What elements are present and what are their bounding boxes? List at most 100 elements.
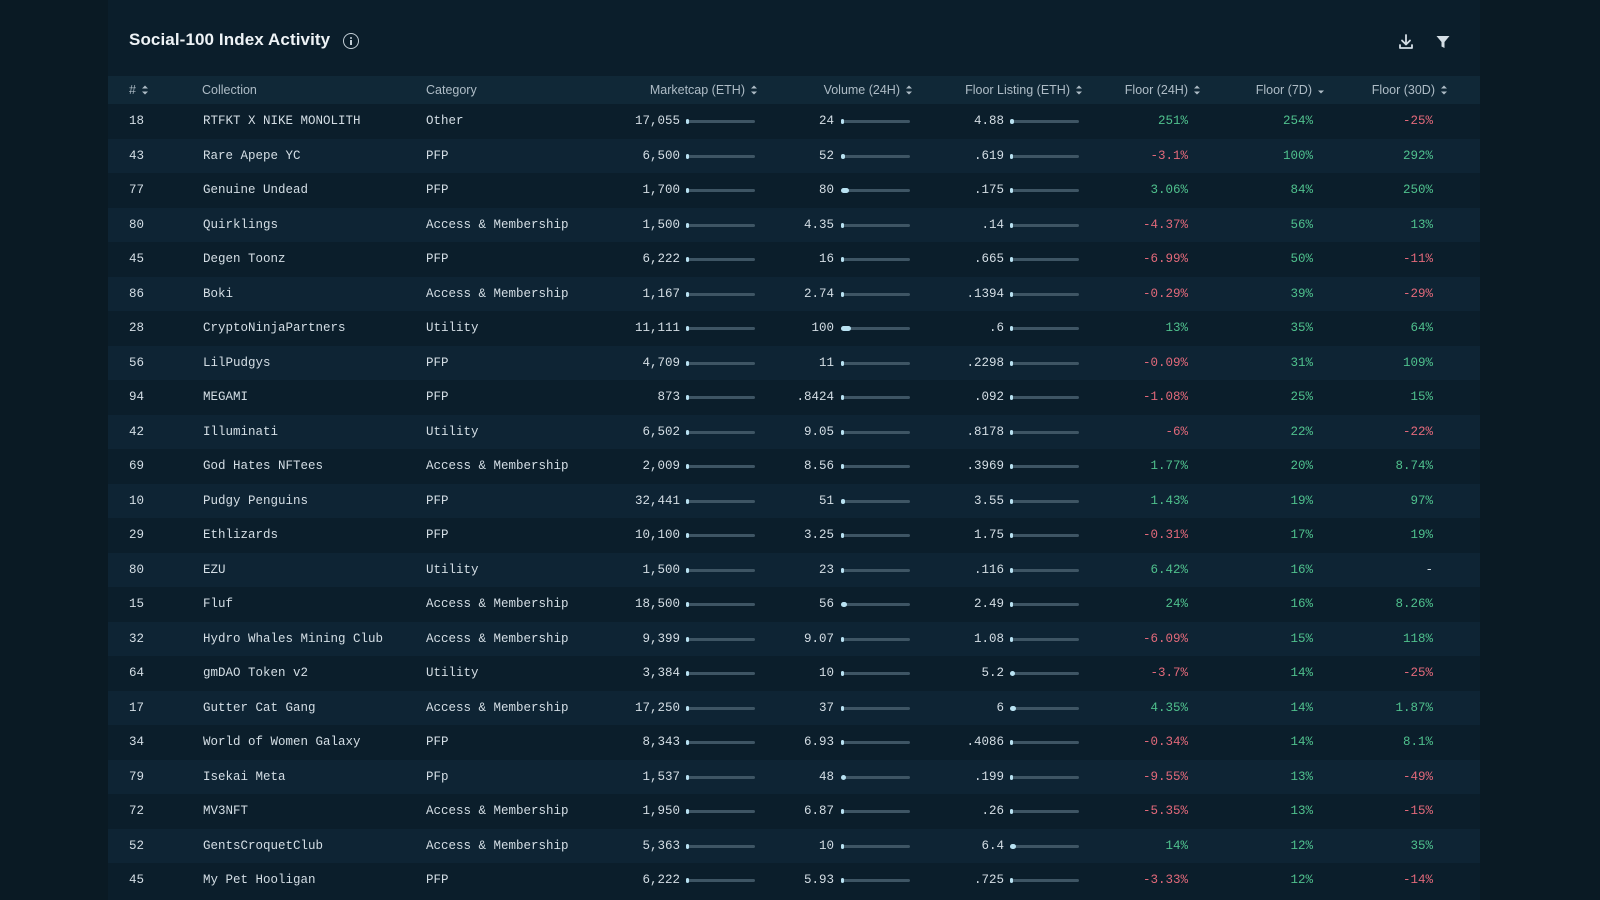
floor-listing-cell: .665 (973, 252, 1004, 266)
table-row[interactable]: 10 Pudgy Penguins PFP 32,441 51 3.55 1.43% 19% 9… (108, 483, 1480, 518)
collection-cell[interactable]: Degen Toonz (203, 252, 286, 266)
floor-7d-cell: 16% (1290, 562, 1313, 577)
floor-listing-bar (1010, 119, 1079, 124)
floor-30d-cell: 8.74% (1395, 459, 1433, 473)
collection-cell[interactable]: Boki (203, 286, 234, 301)
volume-bar-fill (841, 533, 844, 538)
table-row[interactable]: 80 Quirklings Access & Membership 1,500 4.35… (108, 207, 1480, 242)
table-row[interactable]: 17 Gutter Cat Gang Access & Membership 17,2… (108, 690, 1480, 725)
table-row[interactable]: 72 MV3NFT Access & Membership 1,950 6.87 .26 -… (108, 794, 1480, 829)
volume-cell: 6.93 (803, 735, 834, 749)
collection-cell[interactable]: Genuine Undead (203, 183, 309, 197)
volume-bar (841, 188, 910, 193)
collection-cell[interactable]: Quirklings (203, 217, 279, 232)
collection-cell[interactable]: GentsCroquetClub (203, 838, 324, 853)
table-row[interactable]: 69 God Hates NFTees Access & Membership 2,0… (108, 449, 1480, 484)
collection-cell[interactable]: Fluf (203, 597, 234, 611)
table-row[interactable]: 29 Ethlizards PFP 10,100 3.25 1.75 -0.31% 17% 19… (108, 518, 1480, 553)
col-rank-header[interactable]: # (129, 83, 149, 97)
volume-cell: 10 (818, 838, 834, 853)
collection-cell[interactable]: MEGAMI (203, 390, 249, 404)
marketcap-bar-fill (686, 636, 689, 642)
marketcap-cell: 9,399 (642, 631, 680, 646)
collection-cell[interactable]: Pudgy Penguins (203, 493, 309, 508)
rank-cell: 80 (129, 217, 145, 232)
floor-listing-bar (1010, 671, 1079, 676)
table-row[interactable]: 15 Fluf Access & Membership 18,500 56 2.49 24%… (108, 587, 1480, 622)
collection-cell[interactable]: LilPudgys (203, 355, 271, 370)
volume-bar-fill (841, 188, 849, 193)
col-category-header[interactable]: Category (426, 83, 477, 97)
collection-cell[interactable]: RTFKT X NIKE MONOLITH (203, 114, 361, 128)
rank-cell: 72 (129, 804, 145, 818)
table-row[interactable]: 42 Illuminati Utility 6,502 9.05 .8178 -6% 22% -… (108, 414, 1480, 449)
collection-cell[interactable]: Isekai Meta (203, 769, 286, 784)
filter-button[interactable] (1433, 32, 1453, 52)
table-row[interactable]: 64 gmDAO Token v2 Utility 3,384 10 5.2 -3.7% 14… (108, 656, 1480, 691)
download-button[interactable] (1396, 32, 1416, 52)
col-volume-header[interactable]: Volume (24H) (768, 83, 913, 97)
floor-listing-bar-fill (1010, 464, 1013, 469)
floor-listing-cell: .175 (973, 183, 1004, 197)
collection-cell[interactable]: EZU (203, 562, 226, 577)
rank-cell: 80 (129, 562, 145, 577)
floor-30d-cell: -49% (1402, 769, 1433, 784)
table-row[interactable]: 32 Hydro Whales Mining Club Access & Membe… (108, 621, 1480, 656)
floor-listing-cell: .1394 (966, 286, 1004, 301)
collection-cell[interactable]: gmDAO Token v2 (203, 666, 309, 680)
category-cell: PFP (426, 148, 449, 163)
table-row[interactable]: 52 GentsCroquetClub Access & Membership 5,3… (108, 828, 1480, 863)
marketcap-bar-fill (686, 843, 689, 849)
collection-cell[interactable]: MV3NFT (203, 804, 249, 818)
col-floor-listing-header[interactable]: Floor Listing (ETH) (908, 83, 1083, 97)
col-marketcap-header[interactable]: Marketcap (ETH) (608, 83, 758, 97)
collection-cell[interactable]: CryptoNinjaPartners (203, 321, 346, 335)
col-floor-30d-header[interactable]: Floor (30D) (1328, 83, 1448, 97)
collection-cell[interactable]: Hydro Whales Mining Club (203, 631, 384, 646)
floor-7d-cell: 39% (1290, 286, 1313, 301)
collection-cell[interactable]: Ethlizards (203, 528, 279, 542)
floor-30d-cell: -11% (1402, 252, 1433, 266)
floor-listing-cell: 6.4 (981, 838, 1004, 853)
marketcap-cell: 4,709 (642, 355, 680, 370)
rank-cell: 94 (129, 390, 145, 404)
collection-cell[interactable]: Gutter Cat Gang (203, 700, 316, 715)
marketcap-bar (686, 809, 755, 814)
marketcap-bar-fill (686, 429, 689, 435)
floor-30d-cell: -14% (1402, 873, 1433, 887)
marketcap-cell: 1,500 (642, 562, 680, 577)
table-row[interactable]: 77 Genuine Undead PFP 1,700 80 .175 3.06% 84% 25… (108, 173, 1480, 208)
table-row[interactable]: 86 Boki Access & Membership 1,167 2.74 .1394 -… (108, 276, 1480, 311)
marketcap-cell: 3,384 (642, 666, 680, 680)
collection-cell[interactable]: Illuminati (203, 424, 279, 439)
table-row[interactable]: 45 My Pet Hooligan PFP 6,222 5.93 .725 -3.33% 1… (108, 863, 1480, 898)
table-row[interactable]: 56 LilPudgys PFP 4,709 11 .2298 -0.09% 31% 109% (108, 345, 1480, 380)
table-row[interactable]: 80 EZU Utility 1,500 23 .116 6.42% 16% - (108, 552, 1480, 587)
marketcap-bar (686, 429, 755, 435)
collection-cell[interactable]: God Hates NFTees (203, 459, 324, 473)
table-row[interactable]: 79 Isekai Meta PFp 1,537 48 .199 -9.55% 13% -49% (108, 759, 1480, 794)
marketcap-cell: 17,055 (634, 114, 680, 128)
floor-7d-cell: 25% (1290, 390, 1313, 404)
collection-cell[interactable]: My Pet Hooligan (203, 873, 316, 887)
col-floor-24h-header[interactable]: Floor (24H) (1088, 83, 1201, 97)
col-collection-header[interactable]: Collection (202, 83, 257, 97)
marketcap-bar (686, 498, 755, 504)
col-floor-7d-header[interactable]: Floor (7D) (1208, 83, 1325, 97)
floor-listing-bar-fill (1010, 153, 1013, 159)
info-icon[interactable] (343, 33, 359, 49)
table-row[interactable]: 94 MEGAMI PFP 873 .8424 .092 -1.08% 25% 15% (108, 380, 1480, 415)
table-row[interactable]: 18 RTFKT X NIKE MONOLITH Other 17,055 24 4.88… (108, 104, 1480, 139)
collection-cell[interactable]: World of Women Galaxy (203, 735, 361, 749)
floor-listing-bar (1010, 878, 1079, 883)
collection-cell[interactable]: Rare Apepe YC (203, 148, 301, 163)
marketcap-bar (686, 843, 755, 849)
floor-listing-cell: .725 (973, 873, 1004, 887)
volume-bar (841, 705, 910, 711)
table-row[interactable]: 34 World of Women Galaxy PFP 8,343 6.93 .4086… (108, 725, 1480, 760)
table-row[interactable]: 43 Rare Apepe YC PFP 6,500 52 .619 -3.1% 100% 29… (108, 138, 1480, 173)
floor-7d-cell: 56% (1290, 217, 1313, 232)
table-row[interactable]: 45 Degen Toonz PFP 6,222 16 .665 -6.99% 50% -11% (108, 242, 1480, 277)
table-row[interactable]: 28 CryptoNinjaPartners Utility 11,111 100 .6 1… (108, 311, 1480, 346)
volume-bar (841, 360, 910, 366)
